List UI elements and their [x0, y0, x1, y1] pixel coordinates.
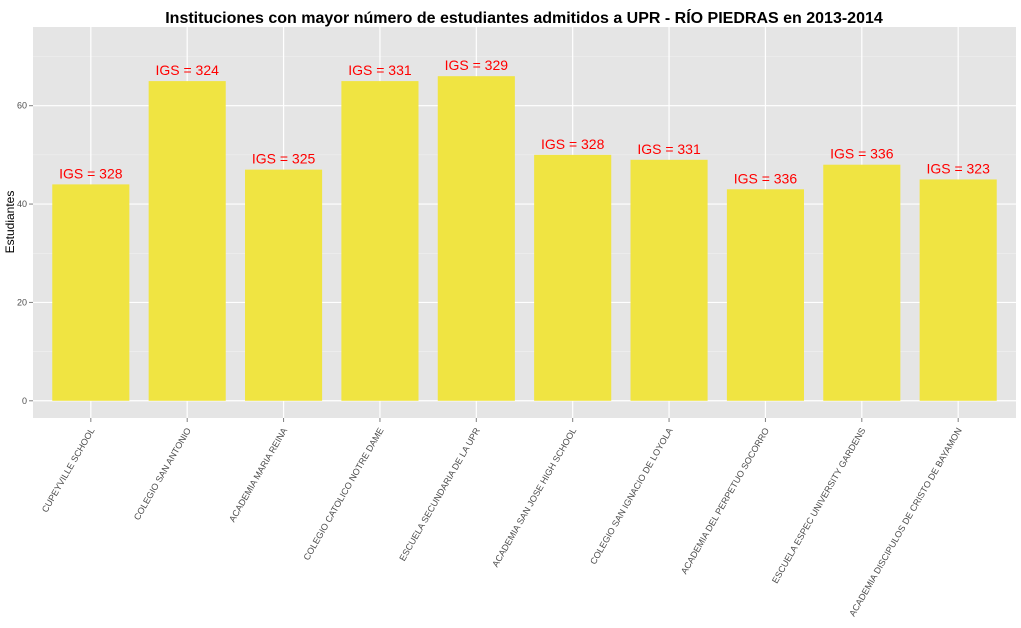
bar	[823, 164, 901, 401]
y-tick-label: 20	[17, 297, 27, 307]
x-tick-label: ACADEMIA DEL PERPETUO SOCORRO	[679, 426, 771, 576]
x-tick-label: ACADEMIA MARIA REINA	[227, 426, 289, 524]
x-tick-label: ESCUELA ESPEC UNIVERSITY GARDENS	[770, 426, 868, 585]
chart-title: Instituciones con mayor número de estudi…	[165, 8, 883, 27]
x-tick-label: ACADEMIA DISCIPULOS DE CRISTO DE BAYAMON	[847, 426, 964, 618]
bar	[630, 159, 708, 401]
data-label: IGS = 324	[155, 62, 219, 78]
data-label: IGS = 336	[830, 146, 894, 162]
data-label: IGS = 331	[637, 141, 701, 157]
bar	[52, 184, 130, 401]
x-tick-label: CUPEYVILLE SCHOOL	[40, 426, 97, 514]
bar	[245, 169, 323, 401]
data-labels: IGS = 328 IGS = 324 IGS = 325 IGS = 331 IGS …	[59, 57, 990, 186]
x-axis: CUPEYVILLE SCHOOL COLEGIO SAN ANTONIO ACAD…	[40, 418, 964, 618]
y-tick-label: 60	[17, 101, 27, 111]
x-tick-label: ACADEMIA SAN JOSE HIGH SCHOOL	[490, 426, 578, 569]
bar	[341, 81, 419, 401]
bars	[52, 76, 997, 401]
bar	[437, 76, 515, 401]
x-tick-label: COLEGIO SAN ANTONIO	[132, 426, 193, 522]
data-label: IGS = 328	[541, 136, 605, 152]
bar	[148, 81, 226, 401]
data-label: IGS = 331	[348, 62, 412, 78]
x-tick-label: COLEGIO SAN IGNACIO DE LOYOLA	[588, 426, 675, 566]
bar	[534, 154, 612, 401]
x-tick-label: ESCUELA SECUNDARIA DE LA UPR	[397, 426, 482, 563]
y-tick-label: 0	[22, 396, 27, 406]
bar	[919, 179, 997, 401]
data-label: IGS = 325	[252, 151, 316, 167]
y-axis-label: Estudiantes	[3, 191, 17, 254]
y-tick-label: 40	[17, 199, 27, 209]
bar	[726, 189, 804, 401]
x-tick-label: COLEGIO CATOLICO NOTRE DAME	[301, 426, 385, 562]
data-label: IGS = 323	[926, 160, 990, 176]
data-label: IGS = 336	[734, 170, 798, 186]
data-label: IGS = 329	[445, 57, 509, 73]
y-axis: 0 20 40 60	[17, 101, 33, 406]
data-label: IGS = 328	[59, 165, 123, 181]
